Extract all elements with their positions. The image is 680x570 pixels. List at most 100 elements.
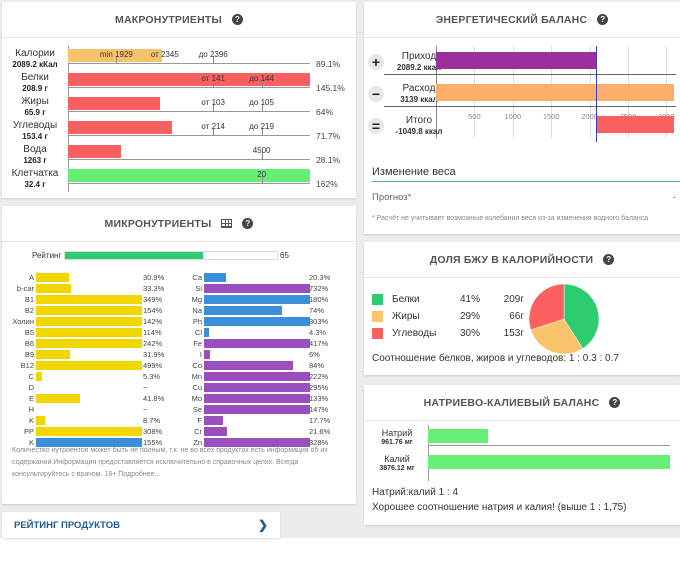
help-icon[interactable]: ? bbox=[597, 14, 609, 25]
micronutrient-bar bbox=[204, 383, 310, 392]
bju-grams: 66г bbox=[509, 311, 524, 322]
micronutrient-row: C 5.3% bbox=[2, 371, 356, 382]
nak-verdict: Хорошее соотношение натрия и калия! (выш… bbox=[372, 502, 627, 513]
table-icon[interactable] bbox=[221, 219, 233, 228]
bju-pie-chart bbox=[528, 283, 600, 355]
nak-header: НАТРИЕВО-КАЛИЕВЫЙ БАЛАНС ? bbox=[364, 385, 680, 421]
micronutrient-name: Zn bbox=[193, 438, 202, 447]
macro-threshold-label: до 144 bbox=[249, 74, 274, 83]
energy-tick-label: 1500 bbox=[542, 112, 560, 121]
bju-percent: 29% bbox=[460, 311, 481, 322]
micronutrient-row: I 6% bbox=[2, 349, 356, 360]
help-icon[interactable]: ? bbox=[609, 397, 621, 408]
micronutrient-name: F bbox=[197, 416, 202, 425]
micronutrient-name: B6 bbox=[24, 339, 34, 348]
micronutrient-name: Na bbox=[192, 306, 202, 315]
micronutrient-row: PP 308% bbox=[2, 426, 356, 437]
micronutrient-percent: 147% bbox=[309, 405, 329, 414]
forecast-label: Прогноз* bbox=[372, 192, 412, 203]
micronutrient-percent: 328% bbox=[309, 438, 329, 447]
help-icon[interactable]: ? bbox=[603, 254, 615, 265]
micronutrient-name: B2 bbox=[24, 306, 34, 315]
macro-threshold-label: от 141 bbox=[201, 74, 225, 83]
micronutrient-bar bbox=[204, 361, 294, 370]
nak-ratio: Натрий:калий 1 : 4 bbox=[372, 487, 459, 498]
micronutrient-percent: ~ bbox=[143, 383, 148, 392]
micronutrient-percent: 84% bbox=[309, 361, 325, 370]
macro-tick bbox=[213, 104, 215, 112]
legend-swatch bbox=[372, 311, 383, 322]
macro-name: Углеводы bbox=[12, 120, 58, 131]
macro-row: Клетчатка 32.4 г 20 162% bbox=[2, 166, 356, 190]
micronutrient-percent: 17.7% bbox=[309, 416, 331, 425]
micronutrient-row: B1 349% bbox=[2, 294, 356, 305]
micronutrient-bar bbox=[204, 273, 226, 282]
micronutrient-bar bbox=[204, 284, 310, 293]
macro-tick bbox=[213, 128, 215, 136]
micronutrient-bar bbox=[36, 273, 69, 282]
product-rating-link[interactable]: РЕЙТИНГ ПРОДУКТОВ ❯ bbox=[2, 512, 280, 538]
micronutrient-name: b-car bbox=[16, 284, 34, 293]
macro-name: Белки bbox=[21, 72, 49, 83]
bju-share-card: ДОЛЯ БЖУ В КАЛОРИЙНОСТИ ? Белки 41% 209г Жи… bbox=[364, 242, 680, 375]
micronutrient-bar bbox=[36, 416, 46, 425]
micronutrient-name: H bbox=[28, 405, 34, 414]
bju-ratio: Соотношение белков, жиров и углеводов: 1… bbox=[372, 353, 619, 364]
micronutrient-bar bbox=[204, 350, 211, 359]
micronutrient-row: Ph 303% bbox=[2, 316, 356, 327]
micronutrient-row: K 8.7% bbox=[2, 415, 356, 426]
macro-tick bbox=[261, 152, 263, 160]
bju-grams: 209г bbox=[503, 294, 524, 305]
forecast-value: - bbox=[672, 192, 676, 203]
macro-label: Жиры 65.9 г bbox=[6, 96, 64, 118]
rating-label: Рейтинг bbox=[32, 251, 62, 260]
help-icon[interactable]: ? bbox=[231, 14, 243, 25]
micronutrient-name: Mn bbox=[191, 372, 202, 381]
micronutrient-bar bbox=[36, 339, 142, 348]
macro-tick bbox=[261, 176, 263, 184]
macro-tick bbox=[261, 128, 263, 136]
micronutrient-percent: 4.3% bbox=[309, 328, 327, 337]
micronutrients-title: МИКРОНУТРИЕНТЫ bbox=[104, 217, 212, 230]
macro-baseline bbox=[68, 183, 310, 184]
plus-icon: + bbox=[368, 54, 384, 70]
micronutrients-note[interactable]: Количество нутриентов может быть не полн… bbox=[12, 447, 328, 478]
micronutrient-row: D ~ bbox=[2, 382, 356, 393]
micronutrient-name: K bbox=[28, 416, 34, 425]
macro-axis bbox=[68, 46, 69, 192]
rating-bar bbox=[64, 251, 278, 260]
macro-value: 65.9 г bbox=[24, 108, 46, 117]
micronutrient-row: Se 147% bbox=[2, 404, 356, 415]
micronutrient-name: B5 bbox=[24, 328, 34, 337]
micronutrient-row: Mg 180% bbox=[2, 294, 356, 305]
macro-name: Вода bbox=[23, 144, 47, 155]
micronutrient-bar bbox=[36, 350, 70, 359]
micronutrient-bar bbox=[36, 306, 142, 315]
macro-threshold-label: от 214 bbox=[201, 122, 225, 131]
micronutrient-row: B2 154% bbox=[2, 305, 356, 316]
bju-title: ДОЛЯ БЖУ В КАЛОРИЙНОСТИ bbox=[429, 253, 594, 266]
micronutrient-name: K bbox=[28, 438, 34, 447]
bju-percent: 41% bbox=[460, 294, 481, 305]
macro-threshold-label: 4500 bbox=[252, 146, 271, 155]
macro-value: 1263 г bbox=[23, 156, 47, 165]
macro-percent: 145.1% bbox=[316, 83, 345, 93]
macro-name: Калории bbox=[15, 48, 55, 59]
nak-axis bbox=[428, 425, 429, 481]
micronutrient-row: Si 732% bbox=[2, 283, 356, 294]
micronutrient-name: Mg bbox=[191, 295, 202, 304]
macro-bar bbox=[68, 121, 173, 134]
micronutrient-row: B5 114% bbox=[2, 327, 356, 338]
macro-tick bbox=[261, 80, 263, 88]
micronutrient-bar bbox=[204, 438, 310, 447]
micronutrient-row: Холин 142% bbox=[2, 316, 356, 327]
micronutrient-percent: 242% bbox=[143, 339, 163, 348]
bju-legend-row: Белки 41% 209г bbox=[372, 294, 532, 306]
micronutrient-name: Fe bbox=[193, 339, 202, 348]
micronutrient-row: K 155% bbox=[2, 437, 356, 448]
help-icon[interactable]: ? bbox=[242, 218, 254, 229]
micronutrient-percent: 20.3% bbox=[309, 273, 331, 282]
micronutrient-percent: 133% bbox=[309, 394, 329, 403]
micronutrient-percent: 21.6% bbox=[309, 427, 331, 436]
micronutrient-row: Mn 222% bbox=[2, 371, 356, 382]
